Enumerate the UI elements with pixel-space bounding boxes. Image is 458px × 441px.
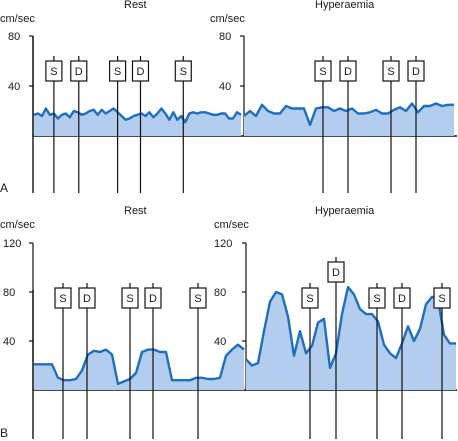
panel-b: cm/sec Rest cm/sec Hyperaemia B 40 80 120 S… — [0, 205, 457, 440]
diastole-marker-label: D — [332, 267, 340, 279]
panel-a-hyper-ylabel: cm/sec — [210, 13, 245, 25]
panel-a-rest-ylabel: cm/sec — [0, 13, 35, 25]
y-tick-label: 40 — [8, 81, 20, 93]
systole-marker-label: S — [114, 66, 121, 78]
diastole-marker-label: D — [75, 66, 83, 78]
velocity-line — [245, 285, 456, 370]
velocity-line — [33, 107, 242, 124]
panel-a-hyper-title: Hyperaemia — [315, 0, 375, 11]
panel-b-hyper-title: Hyperaemia — [315, 205, 375, 217]
systole-marker-label: S — [194, 293, 201, 305]
panel-b-letter: B — [0, 426, 8, 440]
velocity-line — [243, 102, 454, 126]
systole-marker-label: S — [387, 66, 394, 78]
diastole-marker-label: D — [398, 293, 406, 305]
systole-marker-label: S — [438, 293, 445, 305]
systole-marker-label: S — [373, 293, 380, 305]
diastole-marker-label: D — [137, 66, 145, 78]
diastole-marker-label: D — [344, 66, 352, 78]
y-tick-label: 80 — [219, 31, 231, 43]
systole-marker-label: S — [319, 66, 326, 78]
systole-marker-label: S — [50, 66, 57, 78]
systole-marker-label: S — [180, 66, 187, 78]
y-tick-label: 80 — [214, 287, 226, 299]
diastole-marker-label: D — [412, 66, 420, 78]
y-tick-label: 80 — [8, 31, 20, 43]
diastole-marker-label: D — [149, 293, 157, 305]
velocity-area — [244, 103, 454, 136]
panel-a-plot: 40 80 S D S D S 40 80 S D S D — [8, 31, 457, 193]
y-tick-label: 120 — [214, 238, 232, 250]
diastole-marker-label: D — [83, 293, 91, 305]
velocity-area — [246, 287, 456, 390]
systole-marker-label: S — [306, 293, 313, 305]
y-tick-label: 40 — [3, 336, 15, 348]
y-tick-label: 40 — [214, 336, 226, 348]
velocity-area — [34, 344, 244, 390]
panel-b-hyper-ylabel: cm/sec — [214, 219, 249, 231]
panel-b-plot: 40 80 120 S D S D S 40 80 120 S D S D S — [3, 238, 457, 439]
panel-b-rest-ylabel: cm/sec — [0, 219, 35, 231]
y-tick-label: 120 — [3, 238, 21, 250]
panel-a-rest-title: Rest — [124, 0, 147, 11]
velocity-line — [34, 343, 245, 386]
panel-b-rest-title: Rest — [124, 205, 147, 217]
y-tick-label: 40 — [219, 81, 231, 93]
systole-marker-label: S — [59, 293, 66, 305]
panel-a: cm/sec Rest cm/sec Hyperaemia A 40 80 S D S D… — [0, 0, 457, 195]
y-tick-label: 80 — [3, 287, 15, 299]
panel-a-letter: A — [0, 181, 8, 195]
systole-marker-label: S — [126, 293, 133, 305]
